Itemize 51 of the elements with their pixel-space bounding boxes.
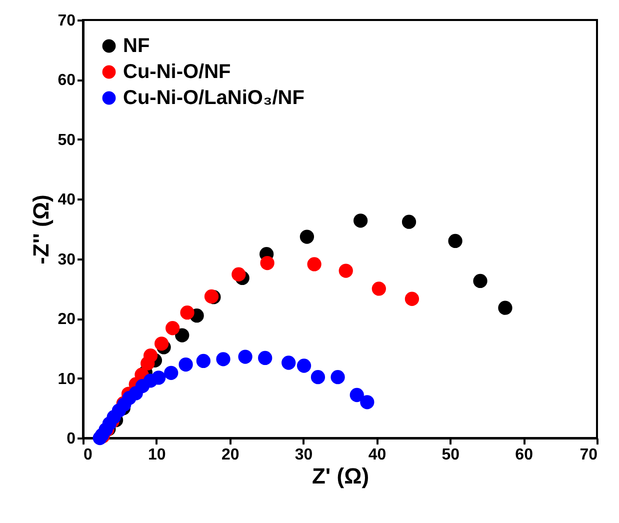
point [330,370,345,384]
legend-label: Cu-Ni-O/LaNiO₃/NF [123,87,304,109]
x-tick-label: 20 [221,446,240,464]
point [498,300,512,315]
x-tick-label: 60 [515,446,534,464]
legend-label: Cu-Ni-O/NF [123,61,231,83]
x-tick-label: 30 [294,446,313,464]
point [178,357,193,372]
x-tick-label: 70 [580,446,598,464]
point [260,256,274,270]
x-tick-label: 40 [368,446,386,464]
point [338,264,353,278]
point [282,356,296,370]
point [152,370,166,385]
point [296,358,312,373]
point [300,230,314,244]
legend-label: NF [123,35,150,57]
point [166,321,180,336]
point [164,366,178,380]
point [175,328,190,342]
point [448,234,462,248]
y-tick-label: 30 [58,251,76,268]
y-tick-label: 60 [58,72,76,90]
point [232,267,246,282]
y-tick-label: 50 [58,132,76,149]
point [143,348,158,363]
point [353,214,368,228]
point [402,214,416,229]
point [154,336,169,351]
point [238,350,252,364]
y-tick-label: 10 [58,370,76,388]
y-tick-label: 40 [58,192,76,209]
point [196,354,210,368]
y-axis-title: -Z'' (Ω) [28,194,54,264]
x-tick-label: 10 [148,446,166,464]
point [216,352,230,366]
y-tick-label: 20 [58,311,76,328]
point [258,350,272,366]
point [360,395,374,410]
x-tick-label: 0 [84,446,92,464]
point [307,257,322,272]
point [310,370,326,384]
point [404,292,420,306]
y-tick-label: 0 [66,430,76,448]
point [372,282,386,296]
x-axis-title: Z' (Ω) [312,464,370,488]
x-tick-label: 50 [442,446,460,464]
y-tick-label: 70 [58,12,76,30]
point [350,388,364,402]
point [473,274,488,288]
point [180,306,194,320]
